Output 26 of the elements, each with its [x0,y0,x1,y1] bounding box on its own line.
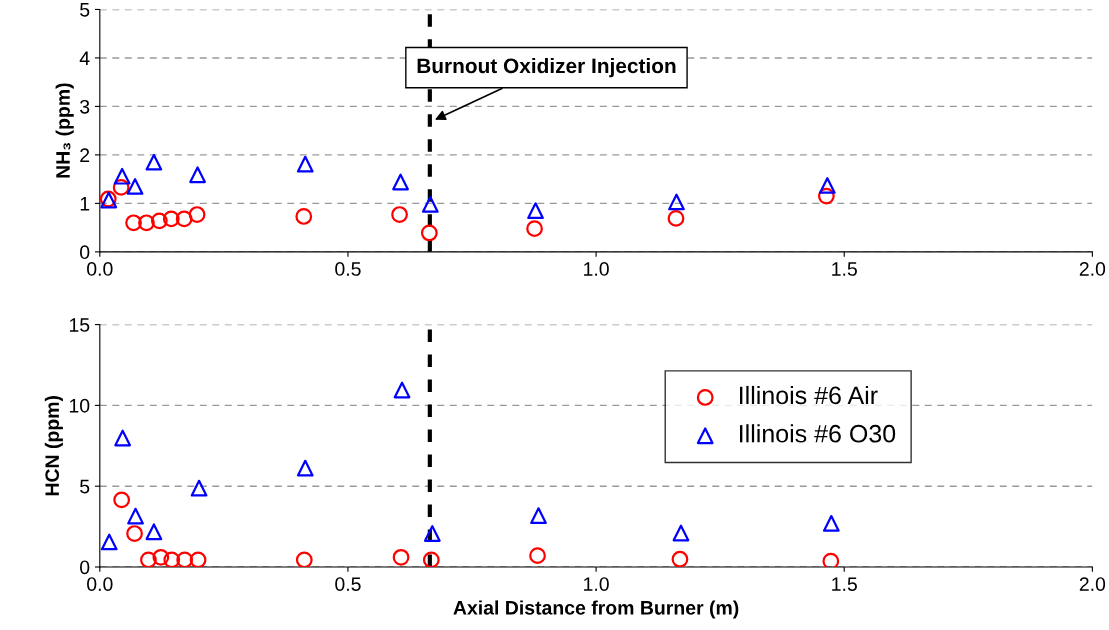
y-tick-label: 4 [79,51,90,65]
y-tick-label: 0 [80,245,90,260]
x-tick-label: 0.0 [87,577,113,591]
x-tick-label: 1.0 [584,577,609,591]
y-tick-label: 3 [80,99,90,114]
y-tick-label: 5 [80,479,90,494]
x-tick-label: 2.0 [1079,577,1106,591]
legend-label: Illinois #6 O30 [740,424,896,443]
annotation: Burnout Oxidizer Injection [417,57,676,78]
x-axis-title: Axial Distance from Burner (m) [453,600,739,619]
y-axis-title: NH₃ (ppm) [55,83,74,178]
x-tick-label: 2.0 [1079,262,1106,276]
y-tick-label: 10 [69,398,90,413]
x-tick-label: 0.0 [87,262,113,276]
y-tick-label: 5 [80,3,90,17]
x-tick-label: 1.5 [832,262,857,276]
y-axis-title: HCN (ppm) [44,396,63,496]
x-tick-label: 0.5 [335,577,361,591]
y-tick-label: 0 [80,560,90,575]
y-tick-label: 15 [69,318,90,332]
x-tick-label: 1.0 [584,262,609,276]
y-tick-label: 1 [80,197,90,211]
legend-label: Illinois #6 Air [740,385,878,405]
x-tick-label: 0.5 [335,262,361,276]
x-tick-label: 1.5 [832,577,857,591]
y-tick-label: 2 [80,148,90,162]
